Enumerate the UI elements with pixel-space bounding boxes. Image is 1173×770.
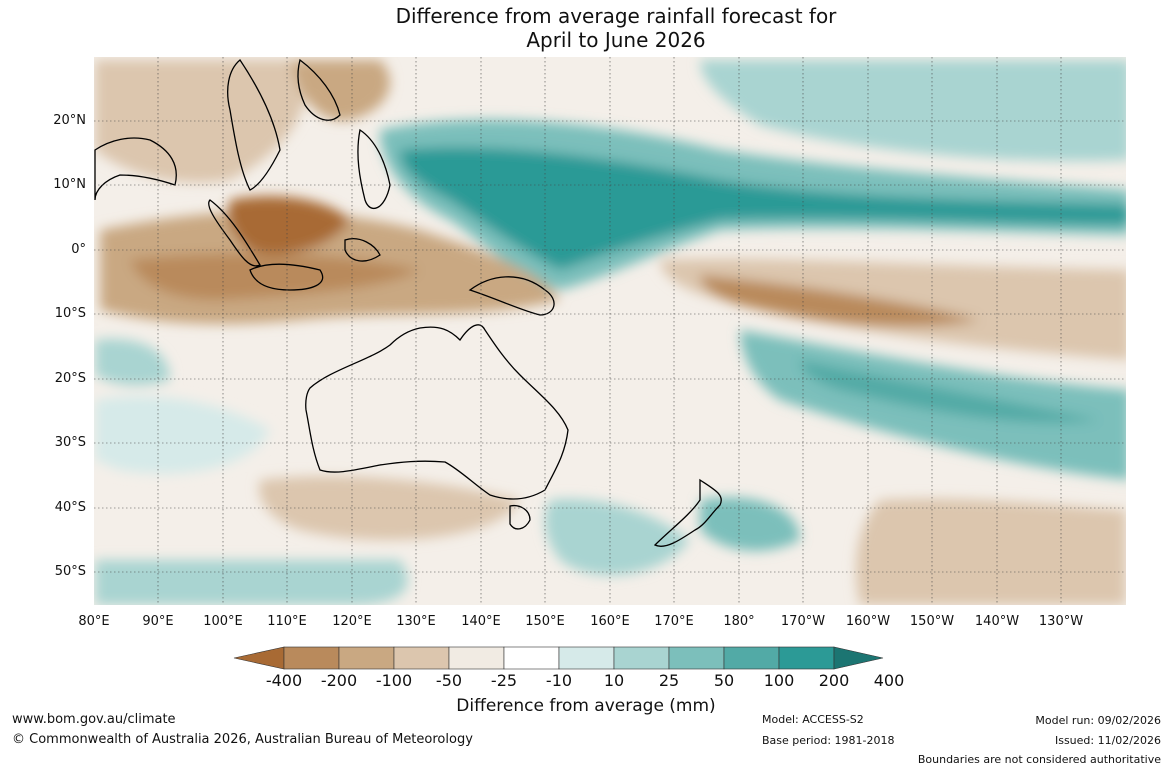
colorbar-swatch	[338, 646, 395, 670]
colorbar-swatch	[613, 646, 670, 670]
colorbar-tick: -400	[265, 671, 303, 690]
colorbar-tick: -200	[320, 671, 358, 690]
base-period-text: Base period: 1981-2018	[762, 734, 895, 747]
model-run-text: Model run: 09/02/2026	[1035, 714, 1161, 727]
disclaimer-text: Boundaries are not considered authoritat…	[917, 753, 1161, 766]
anomaly-field	[94, 57, 1126, 605]
lon-label-90e: 90°E	[142, 614, 174, 629]
title-line-2: April to June 2026	[526, 28, 706, 52]
colorbar-tick: -50	[435, 671, 463, 690]
model-text: Model: ACCESS-S2	[762, 713, 864, 726]
lon-label-150e: 150°E	[525, 614, 565, 629]
colorbar-arrow-high	[833, 646, 884, 670]
colorbar-tick: 50	[713, 671, 735, 690]
lat-label-20n: 20°N	[53, 113, 86, 128]
lat-label-10s: 10°S	[54, 306, 86, 321]
graticule	[94, 57, 1126, 605]
lon-label-180: 180°	[723, 614, 755, 629]
colorbar-swatch	[283, 646, 340, 670]
lon-label-100e: 100°E	[203, 614, 243, 629]
lat-label-50s: 50°S	[54, 564, 86, 579]
lon-label-150w: 150°W	[909, 614, 955, 629]
colorbar-tick: -100	[375, 671, 413, 690]
lon-label-80e: 80°E	[78, 614, 110, 629]
colorbar-tick: 400	[873, 671, 905, 690]
lon-label-140e: 140°E	[461, 614, 501, 629]
lat-label-30s: 30°S	[54, 435, 86, 450]
website-text: www.bom.gov.au/climate	[12, 712, 176, 727]
title-line-1: Difference from average rainfall forecas…	[395, 4, 837, 28]
lon-label-130w: 130°W	[1038, 614, 1084, 629]
colorbar-tick: 100	[763, 671, 795, 690]
colorbar-swatch	[503, 646, 560, 670]
colorbar-swatch	[393, 646, 450, 670]
lon-label-160w: 160°W	[845, 614, 891, 629]
lon-label-140w: 140°W	[974, 614, 1020, 629]
rainfall-map	[94, 57, 1126, 605]
colorbar-tick: 25	[658, 671, 680, 690]
lon-label-160e: 160°E	[590, 614, 630, 629]
colorbar-tick: -10	[545, 671, 573, 690]
lon-label-120e: 120°E	[332, 614, 372, 629]
colorbar-swatch	[558, 646, 615, 670]
colorbar-tick: 200	[818, 671, 850, 690]
colorbar-tick: -25	[490, 671, 518, 690]
copyright-text: © Commonwealth of Australia 2026, Austra…	[12, 732, 473, 747]
colorbar-swatch	[448, 646, 505, 670]
page-title: Difference from average rainfall forecas…	[0, 4, 1173, 52]
colorbar-arrow-low	[233, 646, 285, 670]
colorbar-swatch	[668, 646, 725, 670]
lat-label-10n: 10°N	[53, 177, 86, 192]
lat-label-0: 0°	[71, 242, 86, 257]
lat-label-40s: 40°S	[54, 500, 86, 515]
lon-label-170e: 170°E	[654, 614, 694, 629]
colorbar-label: Difference from average (mm)	[456, 696, 716, 716]
lon-label-110e: 110°E	[267, 614, 307, 629]
colorbar-swatch	[723, 646, 780, 670]
issued-text: Issued: 11/02/2026	[1054, 734, 1161, 747]
colorbar-swatch	[778, 646, 835, 670]
lon-label-170w: 170°W	[780, 614, 826, 629]
lon-label-130e: 130°E	[396, 614, 436, 629]
colorbar-tick: 10	[603, 671, 625, 690]
lat-label-20s: 20°S	[54, 371, 86, 386]
